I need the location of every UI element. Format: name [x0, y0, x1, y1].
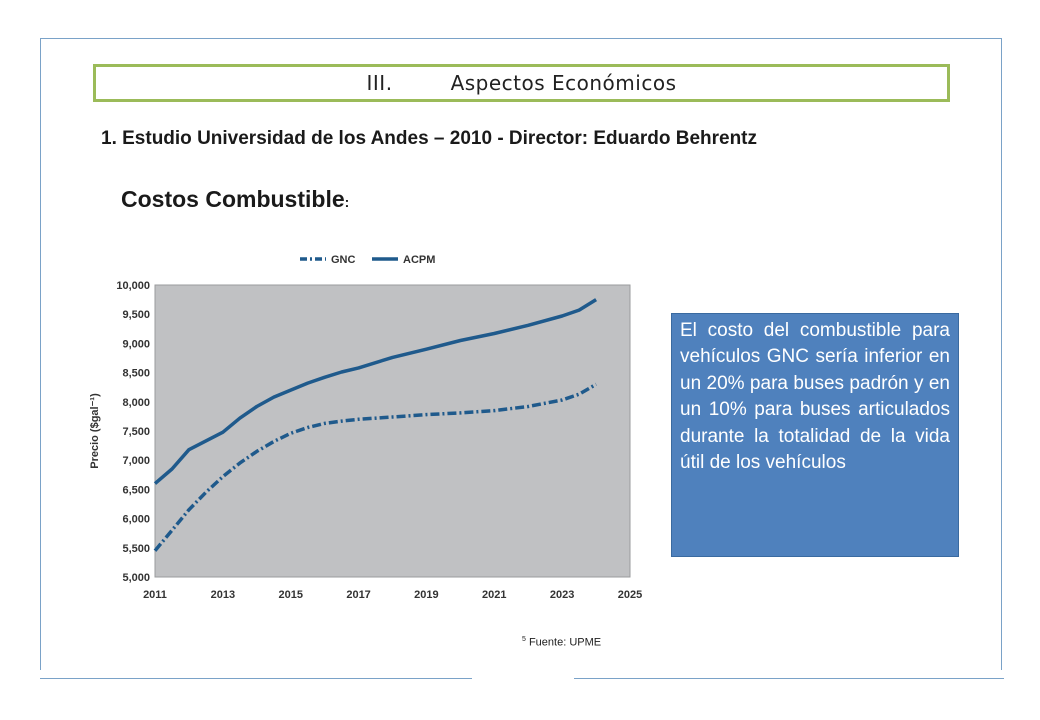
costs-title-text: Costos Combustible	[121, 186, 345, 212]
frame-right-line	[1001, 38, 1002, 670]
footer-line-left	[40, 678, 472, 679]
y-tick-label: 7,500	[122, 426, 150, 438]
source-note: 5 Fuente: UPME	[522, 636, 601, 649]
x-tick-label: 2013	[211, 589, 235, 601]
source-text: Fuente: UPME	[525, 636, 602, 649]
x-tick-label: 2021	[482, 589, 506, 601]
fuel-cost-chart: 5,000 5,500 6,000 6,500 7,000 7,500 8,000 8,500…	[89, 254, 642, 601]
legend-label-acpm: ACPM	[403, 254, 435, 266]
y-tick-label: 5,500	[122, 543, 150, 555]
y-tick-label: 6,000	[122, 514, 150, 526]
x-tick-label: 2023	[550, 589, 574, 601]
x-tick-label: 2019	[414, 589, 438, 601]
frame-top-line	[40, 38, 1002, 39]
footer-line-right	[574, 678, 1004, 679]
y-tick-label: 8,500	[122, 368, 150, 380]
y-axis-label: Precio ($gal⁻¹)	[89, 393, 101, 469]
x-tick-label: 2025	[618, 589, 642, 601]
x-tick-label: 2015	[278, 589, 302, 601]
costs-title-colon: :	[344, 194, 350, 210]
y-tick-label: 6,500	[122, 484, 150, 496]
y-tick-label: 5,000	[122, 572, 150, 584]
legend-label-gnc: GNC	[331, 254, 356, 266]
frame-left-line	[40, 38, 41, 670]
x-tick-label: 2011	[143, 589, 167, 601]
series-line-acpm	[153, 298, 598, 485]
plot-area	[154, 284, 631, 578]
section-header: III. Aspectos Económicos	[93, 64, 950, 102]
y-tick-label: 7,000	[122, 455, 150, 467]
section-title: Aspectos Económicos	[450, 71, 677, 95]
x-tick-label: 2017	[346, 589, 370, 601]
series-line-gnc	[153, 382, 597, 552]
y-tick-label: 9,500	[122, 309, 150, 321]
study-title: 1. Estudio Universidad de los Andes – 20…	[101, 128, 758, 149]
y-tick-label: 10,000	[116, 280, 150, 292]
y-tick-label: 8,000	[122, 397, 150, 409]
costs-title: Costos Combustible:	[121, 186, 349, 213]
note-box: El costo del combustible para vehículos …	[671, 313, 959, 557]
y-tick-label: 9,000	[122, 338, 150, 350]
source-superscript: 5	[522, 636, 526, 643]
section-number: III.	[366, 71, 393, 95]
